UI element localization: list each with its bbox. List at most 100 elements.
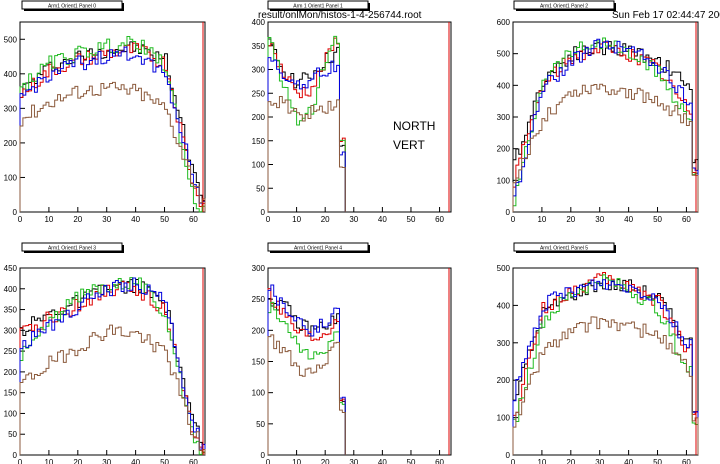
series-line-red <box>267 288 346 455</box>
series-line-brown <box>512 83 699 212</box>
chart-panel-1: Arm 1 Orient1 Panel 10501001502002503003… <box>252 0 452 224</box>
y-tick-label: 500 <box>497 50 511 59</box>
series-line-blue <box>19 277 206 455</box>
chart-title-tab-shadow <box>368 245 370 253</box>
y-tick-label: 400 <box>4 70 18 79</box>
overlay-north-label: NORTH <box>393 119 436 133</box>
y-tick-label: 450 <box>4 264 18 273</box>
chart-title: Arm1 Orient1 Panel 2 <box>540 4 588 10</box>
plot-frame <box>267 267 452 456</box>
series-line-brown <box>267 334 346 455</box>
x-tick-label: 10 <box>537 458 546 464</box>
x-tick-label: 20 <box>73 215 82 224</box>
x-tick-label: 30 <box>102 458 111 464</box>
x-tick-label: 30 <box>595 458 604 464</box>
chart-title: Arm1 Orient1 Panel 4 <box>294 246 342 252</box>
y-tick-label: 100 <box>497 414 511 423</box>
y-tick-label: 250 <box>252 89 266 98</box>
y-tick-label: 100 <box>4 173 18 182</box>
y-tick-label: 150 <box>252 358 266 367</box>
x-tick-label: 20 <box>566 215 575 224</box>
chart-title: Arm1 Orient1 Panel 3 <box>48 246 96 252</box>
y-tick-label: 300 <box>497 339 511 348</box>
series-line-blue <box>267 57 346 212</box>
x-tick-label: 0 <box>511 458 516 464</box>
y-tick-label: 200 <box>497 145 511 154</box>
x-tick-label: 60 <box>435 458 444 464</box>
x-tick-label: 40 <box>131 458 140 464</box>
series-line-blue <box>512 38 699 212</box>
series-line-blue <box>512 279 699 455</box>
x-tick-label: 30 <box>102 215 111 224</box>
chart-title-tab-shadow <box>516 9 616 11</box>
chart-title-tab-shadow <box>516 251 616 253</box>
y-tick-label: 250 <box>4 347 18 356</box>
x-tick-label: 50 <box>160 215 169 224</box>
x-tick-label: 10 <box>44 458 53 464</box>
y-tick-label: 200 <box>4 139 18 148</box>
chart-title-tab-shadow <box>270 251 370 253</box>
x-tick-label: 10 <box>537 215 546 224</box>
x-tick-label: 60 <box>189 458 198 464</box>
x-tick-label: 30 <box>349 215 358 224</box>
chart-panel-3: Arm1 Orient1 Panel 305010015020025030035… <box>4 242 206 464</box>
y-tick-label: 400 <box>4 285 18 294</box>
y-tick-label: 400 <box>497 81 511 90</box>
y-tick-label: 200 <box>4 368 18 377</box>
y-tick-label: 200 <box>252 326 266 335</box>
x-tick-label: 0 <box>511 215 516 224</box>
series-line-black <box>19 278 206 455</box>
x-tick-label: 40 <box>131 215 140 224</box>
x-tick-label: 50 <box>160 458 169 464</box>
series-line-green <box>267 301 346 455</box>
x-tick-label: 20 <box>73 458 82 464</box>
series-line-red <box>19 42 206 212</box>
y-tick-label: 300 <box>252 66 266 75</box>
series-line-blue <box>19 46 206 212</box>
x-tick-label: 30 <box>349 458 358 464</box>
x-tick-label: 50 <box>407 458 416 464</box>
x-tick-label: 30 <box>595 215 604 224</box>
y-tick-label: 400 <box>497 301 511 310</box>
x-tick-label: 60 <box>682 458 691 464</box>
y-tick-label: 150 <box>252 137 266 146</box>
chart-title: Arm1 Orient1 Panel 5 <box>540 246 588 252</box>
chart-title-tab-shadow <box>122 3 124 11</box>
series-line-brown <box>512 316 699 455</box>
x-tick-label: 0 <box>18 215 23 224</box>
y-tick-label: 250 <box>252 295 266 304</box>
y-tick-label: 0 <box>261 208 266 217</box>
y-tick-label: 400 <box>252 18 266 27</box>
y-tick-label: 600 <box>497 18 511 27</box>
file-label: result/onlMon/histos-1-4-256744.root <box>258 10 422 21</box>
series-line-brown <box>19 81 206 212</box>
x-tick-label: 60 <box>682 215 691 224</box>
chart-panel-0: Arm1 Orient1 Panel 0 0 100 200 300 400 500 0 10 2… <box>4 0 206 224</box>
x-tick-label: 10 <box>292 458 301 464</box>
chart-title-tab-shadow <box>24 251 124 253</box>
y-tick-label: 50 <box>256 420 265 429</box>
x-tick-label: 40 <box>624 458 633 464</box>
y-tick-label: 300 <box>252 264 266 273</box>
y-tick-label: 50 <box>8 430 17 439</box>
chart-title-tab-shadow <box>614 245 616 253</box>
chart-panel-2: Arm1 Orient1 Panel 2 0 100 200 300 400 500 600 0… <box>497 0 699 224</box>
x-tick-label: 0 <box>18 458 23 464</box>
x-tick-label: 50 <box>407 215 416 224</box>
chart-title-tab-shadow <box>24 9 124 11</box>
series-line-green <box>267 35 346 212</box>
y-tick-label: 50 <box>256 184 265 193</box>
chart-title: Arm 1 Orient1 Panel 1 <box>293 4 343 10</box>
series-line-black <box>512 41 699 212</box>
x-tick-label: 40 <box>378 215 387 224</box>
chart-title-tab-shadow <box>368 3 370 11</box>
y-tick-label: 300 <box>4 104 18 113</box>
x-tick-label: 20 <box>321 215 330 224</box>
plot-frame <box>267 21 452 213</box>
chart-title: Arm1 Orient1 Panel 0 <box>48 4 96 10</box>
series-line-red <box>512 271 699 455</box>
y-tick-label: 350 <box>4 306 18 315</box>
series-line-green <box>19 35 206 213</box>
y-tick-label: 100 <box>252 161 266 170</box>
x-tick-label: 40 <box>378 458 387 464</box>
